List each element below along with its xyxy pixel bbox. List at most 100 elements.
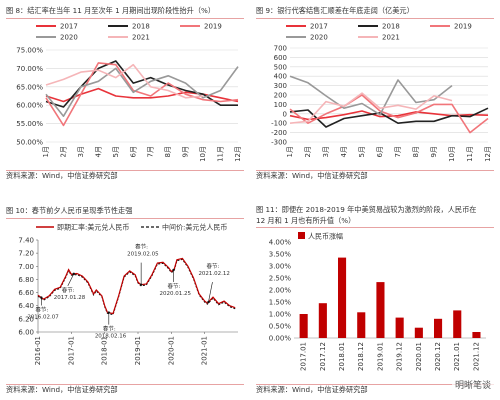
y-tick-label: 6.00 <box>18 329 34 337</box>
y-tick-label: 70.00% <box>16 65 43 73</box>
x-tick-label: 2018-01 <box>101 336 109 365</box>
figure-11-source: 资料来源：Wind，中信证券研究部 <box>256 385 368 394</box>
legend-label-central: 中间价:美元兑人民币 <box>162 223 227 232</box>
annotation-point <box>139 283 143 286</box>
figure-8-source: 资料来源：Wind，中信证券研究部 <box>6 171 118 180</box>
legend-label-2020: 2020 <box>310 34 328 42</box>
legend-swatch <box>298 232 305 239</box>
legend-label-2019: 2019 <box>454 23 472 31</box>
y-tick-label: 65.00% <box>16 83 43 91</box>
x-tick-label: 3月 <box>77 146 85 157</box>
figure-10-panel: 图 10：春节前夕人民币呈现季节性走强 即期汇率:美元兑人民币 中间价:美元兑人民… <box>6 204 244 396</box>
x-tick-label: 2016-01 <box>34 336 42 365</box>
x-tick-label: 12月 <box>484 146 492 162</box>
figure-9-title: 图 9：银行代客结售汇顺差在年底走阔（亿美元） <box>256 4 494 19</box>
x-tick-label: 10月 <box>448 146 456 162</box>
series-line-2020 <box>45 66 239 117</box>
y-tick-label: 6.80 <box>18 276 34 284</box>
figure-10-source: 资料来源：Wind，中信证券研究部 <box>6 385 118 394</box>
x-tick-label: 1月 <box>286 146 294 157</box>
y-tick-label: 0.50% <box>269 323 292 331</box>
x-tick-label: 11月 <box>217 146 225 162</box>
x-tick-label: 1月 <box>42 146 50 157</box>
x-tick-label: 2021.12 <box>472 342 480 371</box>
y-tick-label: 50.00% <box>16 139 43 147</box>
annotation-date: 2020.01.25 <box>160 291 192 297</box>
x-tick-label: 2017.01 <box>300 342 308 371</box>
y-tick-label: 0 <box>283 110 287 118</box>
legend-label-spot: 即期汇率:美元兑人民币 <box>57 223 129 232</box>
figure-11-title-line2: 12 月和 1 月也有所升值（%） <box>256 216 356 225</box>
series-line-2018 <box>289 107 489 128</box>
y-tick-label: 7.40 <box>18 237 34 245</box>
annotation-label: 春节: <box>35 306 48 314</box>
annotation-label: 春节: <box>168 282 181 290</box>
y-tick-label: 700 <box>274 45 287 53</box>
x-tick-label: 4月 <box>94 146 102 157</box>
y-tick-label: 3.00% <box>269 263 292 271</box>
y-tick-label: -100 <box>271 120 287 128</box>
annotation-label: 春节: <box>103 325 116 333</box>
annotation-point <box>107 311 111 314</box>
y-tick-label: -200 <box>271 129 287 137</box>
annotation-date: 2018.02.16 <box>95 334 127 340</box>
bar-2020.01 <box>414 327 423 338</box>
figure-9-panel: 图 9：银行代客结售汇顺差在年底走阔（亿美元） 2017 2018 2019 2020… <box>256 4 494 180</box>
annotation-date: 2016.02.07 <box>27 315 59 321</box>
y-tick-label: 500 <box>274 63 287 71</box>
series-line-2020 <box>289 75 453 116</box>
x-tick-label: 2021.01 <box>453 342 461 371</box>
y-tick-label: 2.50% <box>269 275 292 283</box>
figure-10-title: 图 10：春节前夕人民币呈现季节性走强 <box>6 204 244 219</box>
figure-11-panel: 图 11：即便在 2018-2019 年中美贸易战较为激烈的阶段，人民币在 12… <box>256 204 494 396</box>
series-line-2019 <box>45 62 239 127</box>
y-tick-label: 400 <box>274 73 287 81</box>
y-tick-label: 6.40 <box>18 302 34 310</box>
legend-label-2019: 2019 <box>204 23 222 31</box>
y-tick-label: 60.00% <box>16 102 43 110</box>
y-tick-label: 1.50% <box>269 299 292 307</box>
annotation-label: 春节: <box>206 262 219 270</box>
bar-2021.12 <box>472 332 481 338</box>
y-tick-label: 6.60 <box>18 289 34 297</box>
y-tick-label: 300 <box>274 82 287 90</box>
y-tick-label: 7.20 <box>18 250 34 258</box>
bar-2018.12 <box>357 312 366 338</box>
x-tick-label: 2019.12 <box>396 342 404 371</box>
x-tick-label: 8月 <box>164 146 172 157</box>
series-line-spot-rate <box>37 257 236 315</box>
bar-2017.01 <box>299 314 308 338</box>
legend-label-2017: 2017 <box>310 23 328 31</box>
y-tick-label: 1.00% <box>269 311 292 319</box>
x-tick-label: 9月 <box>182 146 190 157</box>
annotation-arrow <box>208 281 213 303</box>
figure-11-title-line1: 图 11：即便在 2018-2019 年中美贸易战较为激烈的阶段，人民币在 <box>256 205 477 214</box>
legend-label: 人民币涨幅 <box>308 232 343 241</box>
x-tick-label: 2020.01 <box>415 342 423 371</box>
y-tick-label: -300 <box>271 139 287 147</box>
x-tick-label: 12月 <box>234 146 242 162</box>
y-tick-label: 7.00 <box>18 263 34 271</box>
x-tick-label: 2018.01 <box>338 342 346 371</box>
bar-2019.01 <box>376 282 385 338</box>
figure-10-chart: 即期汇率:美元兑人民币 中间价:美元兑人民币 6.00 6.20 6.40 6.60 6.8… <box>18 223 238 365</box>
bar-2019.12 <box>395 317 404 338</box>
figure-11-chart: 人民币涨幅 0.00% 0.50% 1.00% 1.50% 2.00% 2.50% 3.00%… <box>269 232 486 371</box>
y-tick-label: 3.50% <box>269 251 292 259</box>
annotation-label: 春节: <box>62 286 75 294</box>
y-tick-label: 75.00% <box>16 47 43 55</box>
bar-2018.01 <box>338 257 347 338</box>
y-tick-label: 6.20 <box>18 315 34 323</box>
figure-9-source: 资料来源：Wind，中信证券研究部 <box>256 171 368 180</box>
y-tick-label: 4.00% <box>269 239 292 247</box>
x-tick-label: 2020-01 <box>167 336 175 365</box>
x-tick-label: 5月 <box>358 146 366 157</box>
legend-label-2018: 2018 <box>382 23 400 31</box>
x-tick-label: 3月 <box>322 146 330 157</box>
legend-label-2020: 2020 <box>60 34 78 42</box>
x-tick-label: 4月 <box>340 146 348 157</box>
x-tick-label: 7月 <box>394 146 402 157</box>
y-tick-label: 2.00% <box>269 287 292 295</box>
x-tick-label: 8月 <box>412 146 420 157</box>
